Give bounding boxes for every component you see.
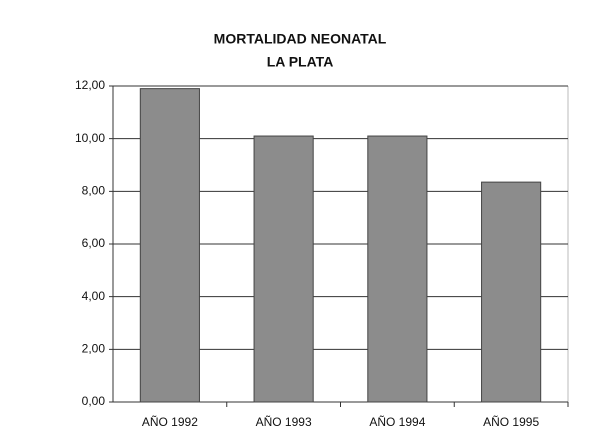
x-tick-label: AÑO 1995 (483, 415, 539, 429)
x-tick-label: AÑO 1992 (142, 415, 198, 429)
y-tick-label: 8,00 (82, 184, 106, 198)
bar (481, 181, 542, 403)
y-tick-label: 2,00 (82, 342, 106, 356)
bar (253, 135, 314, 403)
y-tick-label: 4,00 (82, 289, 106, 303)
x-tick-label: AÑO 1994 (369, 415, 425, 429)
chart-title: MORTALIDAD NEONATAL (214, 31, 387, 47)
y-tick-label: 6,00 (82, 236, 106, 250)
y-tick-label: 10,00 (75, 131, 105, 145)
x-tick-label: AÑO 1993 (256, 415, 312, 429)
bar (367, 135, 428, 403)
chart-subtitle: LA PLATA (267, 54, 334, 70)
y-tick-label: 0,00 (82, 394, 106, 408)
bar (139, 88, 200, 403)
y-tick-label: 12,00 (75, 78, 105, 92)
